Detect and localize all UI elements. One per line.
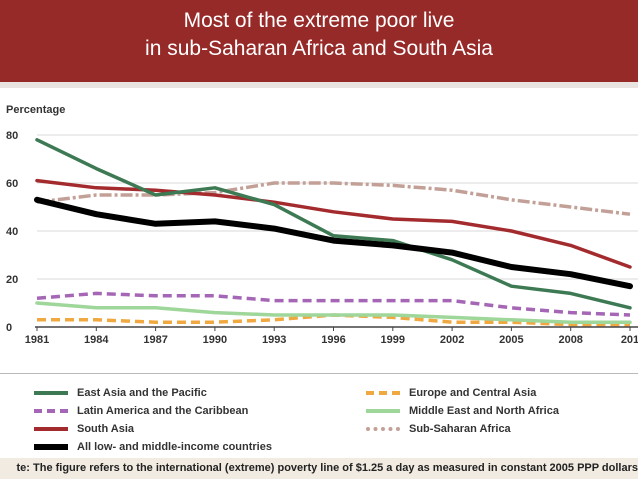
gridlines	[37, 134, 638, 280]
legend-label: Europe and Central Asia	[409, 387, 537, 399]
y-tick-labels: 0 20 40 60 80	[6, 130, 18, 334]
slide-title-line-2: in sub-Saharan Africa and South Asia	[145, 37, 493, 60]
legend-label: Latin America and the Caribbean	[77, 405, 249, 417]
footnote: te: The figure refers to the internation…	[0, 458, 638, 479]
y-tick-label: 0	[6, 322, 12, 334]
y-tick-label: 40	[6, 226, 18, 238]
legend-swatch	[366, 391, 400, 395]
series-line-east-asia-and-the-pacific	[35, 138, 632, 310]
legend-swatch	[34, 391, 68, 395]
legend-item-sub-saharan-africa: Sub-Saharan Africa	[366, 420, 511, 438]
legend: East Asia and the Pacific Latin America …	[0, 373, 638, 459]
x-tick-label: 1990	[203, 334, 227, 346]
x-tick-label: 1996	[321, 334, 345, 346]
y-tick-label: 20	[6, 274, 18, 286]
legend-swatch	[366, 409, 400, 413]
legend-item-middle-east-north-africa: Middle East and North Africa	[366, 402, 559, 420]
title-banner: Most of the extreme poor live in sub-Sah…	[0, 0, 638, 82]
legend-label: Middle East and North Africa	[409, 405, 559, 417]
x-tick-labels: 1981 1984 1987 1990 1993 1996 1999 2002 2005 2008…	[25, 334, 638, 346]
legend-label: East Asia and the Pacific	[77, 387, 207, 399]
legend-item-all-low-middle-income: All low- and middle-income countries	[34, 438, 272, 456]
x-tick-label: 2002	[440, 334, 464, 346]
legend-swatch	[34, 444, 68, 450]
x-tick-label: 1984	[84, 334, 109, 346]
x-tick-label: 1987	[143, 334, 167, 346]
x-tick-label: 1999	[381, 334, 405, 346]
footnote-text: te: The figure refers to the internation…	[16, 462, 638, 474]
slide-title-line-1: Most of the extreme poor live	[183, 9, 455, 32]
series-lines	[34, 138, 633, 327]
poverty-line-chart: Percentage 0 20 40 60 80 1981 1984 1987 1990 199…	[6, 104, 638, 346]
legend-swatch	[34, 409, 68, 413]
legend-label: South Asia	[77, 423, 135, 435]
series-line-sub-saharan-africa	[36, 181, 631, 216]
y-tick-label: 80	[6, 130, 18, 142]
divider-stripe	[0, 82, 638, 88]
y-axis-label: Percentage	[6, 104, 65, 116]
x-tick-label: 1993	[262, 334, 286, 346]
series-line-middle-east-and-north-africa	[35, 301, 632, 324]
legend-item-south-asia: South Asia	[34, 420, 134, 438]
x-tick-label: 2008	[558, 334, 582, 346]
y-tick-label: 60	[6, 178, 18, 190]
legend-swatch	[34, 427, 68, 431]
legend-item-latin-america-caribbean: Latin America and the Caribbean	[34, 402, 248, 420]
legend-item-europe-central-asia: Europe and Central Asia	[366, 384, 536, 402]
series-line-south-asia	[35, 178, 632, 269]
legend-label: Sub-Saharan Africa	[409, 423, 511, 435]
series-line-latin-america-and-the-caribbean	[36, 291, 631, 317]
series-line-all-low-and-middle-income-countries	[34, 196, 633, 290]
legend-label: All low- and middle-income countries	[77, 441, 272, 453]
x-tick-label: 2005	[499, 334, 523, 346]
x-tick-label: 201	[621, 334, 638, 346]
legend-swatch	[366, 427, 400, 431]
legend-item-east-asia-pacific: East Asia and the Pacific	[34, 384, 207, 402]
x-tick-label: 1981	[25, 334, 49, 346]
x-axis	[35, 326, 638, 331]
